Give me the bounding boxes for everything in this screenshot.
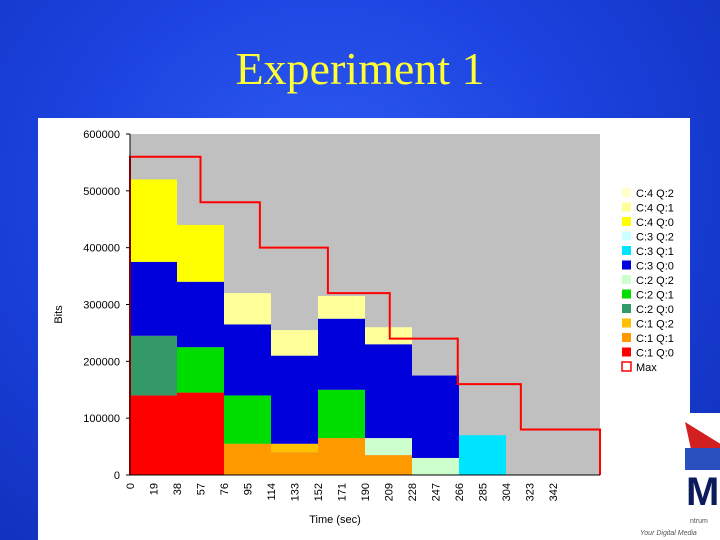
legend-swatch bbox=[622, 275, 631, 284]
legend-label: C:2 Q:2 bbox=[636, 275, 674, 287]
area-segment bbox=[224, 324, 271, 396]
x-tick-label: 247 bbox=[431, 483, 443, 501]
x-tick-label: 0 bbox=[125, 483, 137, 489]
y-tick-label: 200000 bbox=[83, 356, 120, 368]
area-segment bbox=[365, 344, 412, 439]
x-tick-label: 209 bbox=[384, 483, 396, 501]
legend-label: C:1 Q:2 bbox=[636, 319, 674, 331]
area-segment bbox=[271, 330, 318, 356]
x-tick-label: 171 bbox=[337, 483, 349, 501]
stacked-areas bbox=[130, 179, 506, 475]
y-tick-label: 600000 bbox=[83, 129, 120, 141]
legend-swatch bbox=[622, 246, 631, 255]
logo-flag-blue bbox=[685, 448, 720, 470]
area-segment bbox=[365, 455, 412, 475]
area-segment bbox=[459, 435, 506, 475]
legend-label: C:4 Q:1 bbox=[636, 203, 674, 215]
area-segment bbox=[177, 347, 224, 393]
legend-swatch bbox=[622, 260, 631, 270]
logo-tagline: Your Digital Media bbox=[640, 530, 697, 537]
area-segment bbox=[177, 224, 224, 282]
x-tick-label: 19 bbox=[149, 483, 161, 495]
legend-label: Max bbox=[636, 362, 657, 374]
chart-panel: 0 100000 200000 300000 400000 500000 600000 0 19… bbox=[38, 118, 690, 540]
legend-swatch bbox=[622, 231, 631, 241]
area-segment bbox=[318, 318, 365, 390]
legend-swatch bbox=[622, 289, 631, 299]
legend-label: C:2 Q:1 bbox=[636, 290, 674, 302]
area-segment bbox=[224, 293, 271, 325]
x-tick-label: 152 bbox=[313, 483, 325, 501]
y-tick-label: 500000 bbox=[83, 186, 120, 198]
x-tick-label: 323 bbox=[525, 483, 537, 501]
x-tick-label: 114 bbox=[266, 483, 278, 501]
legend-label: C:3 Q:0 bbox=[636, 261, 674, 273]
legend-label: C:1 Q:0 bbox=[636, 348, 674, 360]
legend-swatch bbox=[621, 361, 632, 372]
y-tick-label: 300000 bbox=[83, 300, 120, 312]
area-segment bbox=[224, 395, 271, 444]
legend-swatch bbox=[622, 304, 631, 313]
x-tick-label: 342 bbox=[548, 483, 560, 501]
area-segment bbox=[271, 452, 318, 475]
slide-title: Experiment 1 bbox=[235, 43, 485, 94]
legend-swatch bbox=[622, 217, 631, 226]
axes: 0 100000 200000 300000 400000 500000 600000 0 19… bbox=[83, 129, 600, 501]
x-tick-label: 228 bbox=[407, 483, 419, 501]
legend: C:4 Q:2 C:4 Q:1 C:4 Q:0 C:3 Q:2 C:3 Q:1 C:3 Q… bbox=[621, 188, 674, 374]
legend-swatch bbox=[622, 333, 631, 342]
area-segment bbox=[177, 281, 224, 348]
area-segment bbox=[365, 438, 412, 456]
y-axis-label: Bits bbox=[53, 305, 65, 324]
legend-label: C:4 Q:0 bbox=[636, 217, 674, 229]
x-tick-label: 76 bbox=[219, 483, 231, 495]
legend-label: C:3 Q:1 bbox=[636, 246, 674, 258]
legend-label: C:2 Q:0 bbox=[636, 304, 674, 316]
area-segment bbox=[130, 395, 177, 475]
x-tick-label: 38 bbox=[172, 483, 184, 495]
max-line bbox=[129, 155, 601, 475]
legend-label: C:1 Q:1 bbox=[636, 333, 674, 345]
legend-swatch bbox=[622, 188, 631, 197]
area-segment bbox=[365, 327, 412, 345]
area-segment bbox=[130, 335, 177, 396]
y-tick-label: 400000 bbox=[83, 243, 120, 255]
chart-svg: 0 100000 200000 300000 400000 500000 600000 0 19… bbox=[53, 129, 674, 526]
x-tick-label: 95 bbox=[243, 483, 255, 495]
legend-swatch bbox=[622, 202, 631, 212]
x-tick-label: 266 bbox=[454, 483, 466, 501]
x-axis-label: Time (sec) bbox=[309, 514, 361, 526]
x-tick-label: 57 bbox=[196, 483, 208, 495]
area-segment bbox=[318, 389, 365, 439]
logo-letter: M bbox=[686, 470, 720, 514]
x-tick-label: 285 bbox=[478, 483, 490, 501]
legend-label: C:3 Q:2 bbox=[636, 232, 674, 244]
legend-label: C:4 Q:2 bbox=[636, 188, 674, 200]
area-segment bbox=[318, 295, 365, 319]
area-segment bbox=[412, 457, 459, 475]
area-segment bbox=[271, 355, 318, 444]
logo-background bbox=[637, 413, 720, 540]
area-segment bbox=[271, 443, 318, 453]
area-segment bbox=[130, 179, 177, 262]
max-line-path bbox=[129, 155, 601, 475]
y-tick-label: 100000 bbox=[83, 413, 120, 425]
legend-swatch bbox=[622, 347, 631, 357]
area-segment bbox=[412, 375, 459, 458]
x-tick-label: 190 bbox=[360, 483, 372, 501]
legend-swatch bbox=[622, 318, 631, 328]
y-tick-label: 0 bbox=[114, 470, 120, 482]
logo-caption: ntrum bbox=[690, 518, 708, 525]
area-segment bbox=[130, 261, 177, 336]
x-tick-label: 304 bbox=[501, 483, 513, 501]
area-segment bbox=[318, 438, 365, 475]
area-segment bbox=[224, 443, 271, 475]
area-segment bbox=[177, 392, 224, 475]
x-tick-label: 133 bbox=[290, 483, 302, 501]
